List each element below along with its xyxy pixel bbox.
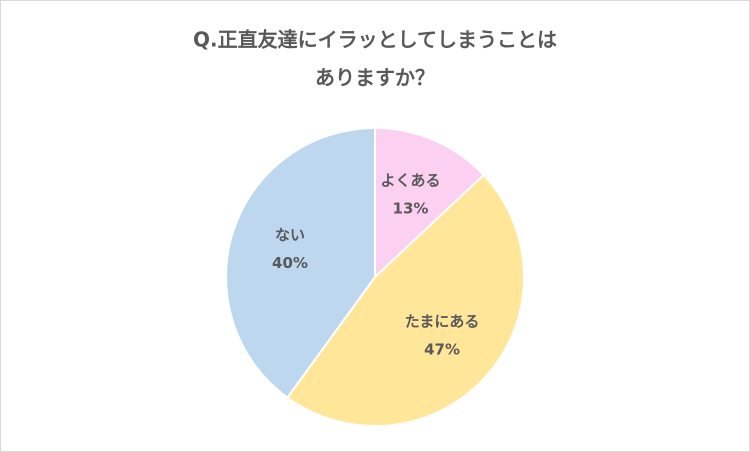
pie-slice [374, 126, 486, 280]
slice-label: たまにある [405, 313, 480, 331]
slice-label: よくある [380, 171, 440, 189]
value-label: 47% [424, 341, 460, 359]
pie-slice [286, 173, 525, 427]
chart-title: Q.正直友達にイラッとしてしまうことは [193, 28, 557, 52]
pie-slice [225, 126, 376, 399]
slice-label: ない [275, 226, 305, 244]
value-label: 13% [393, 199, 429, 217]
chart-title: ありますか？ [315, 66, 435, 90]
value-label: 40% [272, 254, 308, 272]
